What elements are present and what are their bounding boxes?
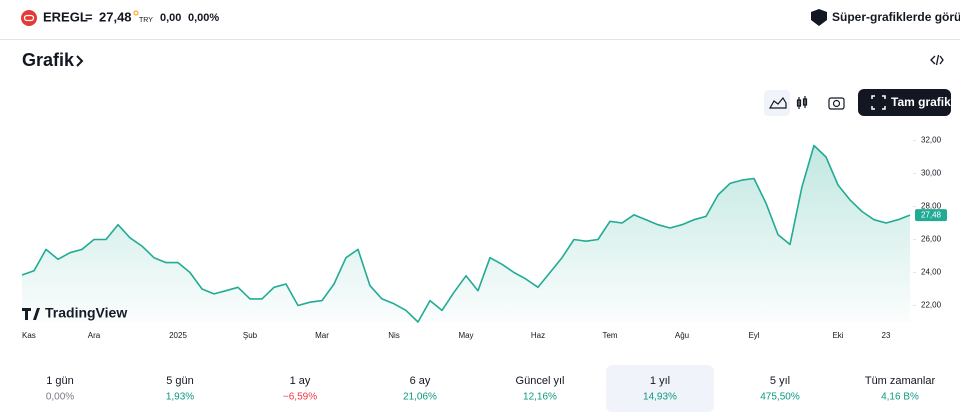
super-icon[interactable] — [811, 9, 827, 26]
price: 27,48 — [99, 9, 132, 24]
period-change[interactable]: 21,06% — [403, 392, 437, 403]
period-label[interactable]: 1 yıl — [650, 375, 670, 387]
period-change[interactable]: 4,16 B% — [881, 392, 919, 403]
area-icon — [768, 96, 787, 109]
period-label[interactable]: 5 yıl — [770, 375, 790, 387]
period-change[interactable]: −6,59% — [283, 392, 317, 403]
period-change[interactable]: 1,93% — [166, 392, 194, 403]
y-tick-label: 24,00 — [921, 268, 942, 277]
x-tick-label: Mar — [315, 331, 329, 340]
period-change[interactable]: 12,16% — [523, 392, 557, 403]
selected-period — [606, 365, 714, 412]
last-price-tag — [915, 209, 947, 222]
area — [22, 145, 910, 322]
full-chart-button[interactable] — [858, 89, 951, 116]
chevron[interactable] — [76, 55, 84, 67]
period-label[interactable]: 6 ay — [410, 375, 431, 387]
period-change[interactable]: 475,50% — [760, 392, 800, 403]
period-label[interactable]: Güncel yıl — [516, 375, 565, 387]
embed-icon[interactable] — [930, 54, 944, 66]
super-button[interactable]: Süper-grafiklerde görün — [832, 10, 960, 24]
candle-icon[interactable] — [796, 96, 808, 109]
x-tick-label: Nis — [388, 331, 400, 340]
snapshot-lens — [832, 99, 841, 108]
chart: TradingView22,0024,0026,0028,0030,0032,0… — [21, 136, 947, 340]
period-change[interactable]: 0,00% — [46, 392, 74, 403]
x-tick-label: Ara — [88, 331, 101, 340]
period-label[interactable]: 5 gün — [166, 375, 194, 387]
period-change[interactable]: 14,93% — [643, 392, 677, 403]
symbol-logo — [21, 10, 37, 26]
section-title[interactable]: Grafik — [22, 50, 75, 70]
full-chart-label[interactable]: Tam grafik — [891, 95, 951, 109]
currency: TRY — [139, 17, 153, 24]
x-tick-label: Haz — [531, 331, 545, 340]
x-tick-label: Eyl — [748, 331, 759, 340]
x-tick-label: 2025 — [169, 331, 187, 340]
y-tick-label: 28,00 — [921, 202, 942, 211]
period-label[interactable]: Tüm zamanlar — [865, 375, 936, 387]
fullscreen-icon — [871, 95, 886, 110]
logo-glyph — [23, 14, 35, 22]
x-tick-label: May — [458, 331, 473, 340]
x-tick-label: Ağu — [675, 331, 689, 340]
period-label[interactable]: 1 ay — [290, 375, 311, 387]
separator: = — [85, 9, 93, 24]
periods: 1 gün 0,00% 5 gün 1,93% 1 ay −6,59% 6 ay 21,06%… — [46, 365, 936, 412]
period-label[interactable]: 1 gün — [46, 375, 74, 387]
change-percent: 0,00% — [188, 12, 219, 24]
y-tick-label: 26,00 — [921, 235, 942, 244]
snapshot-icon[interactable] — [828, 97, 845, 110]
x-tick-label: Tem — [602, 331, 617, 340]
x-tick-label: Şub — [243, 331, 258, 340]
y-tick-label: 30,00 — [921, 169, 942, 178]
x-tick-label: Eki — [832, 331, 843, 340]
market-status — [133, 10, 139, 16]
price-line — [21, 144, 911, 323]
y-tick-label: 22,00 — [921, 301, 942, 310]
x-tick-label: Kas — [22, 331, 36, 340]
symbol: EREGL — [43, 9, 88, 24]
change: 0,00 — [160, 12, 181, 24]
y-tick-label: 32,00 — [921, 136, 942, 145]
x-tick-label: 23 — [882, 331, 891, 340]
last-price-label: 27,48 — [921, 211, 942, 220]
